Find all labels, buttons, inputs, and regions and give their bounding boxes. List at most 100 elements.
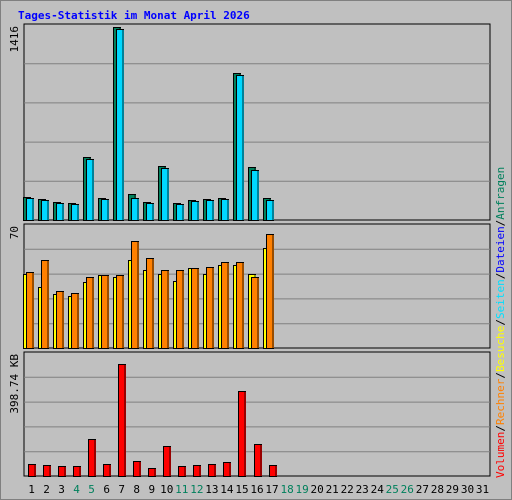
bar-shadow (182, 271, 184, 348)
bar-shadow (167, 169, 169, 220)
panel-volume: 398.74 KB (8, 351, 491, 477)
bar-dateien-day-1 (26, 198, 34, 221)
bar-shadow (257, 171, 259, 220)
legend-separator: / (494, 425, 507, 432)
legend-separator: / (494, 273, 507, 280)
bar-rechner-day-8 (131, 241, 139, 349)
y-max-label: 70 (8, 226, 21, 239)
x-tick-label-day-4: 4 (73, 483, 80, 496)
bar-shadow (107, 200, 109, 220)
bar-shadow (212, 201, 214, 220)
bar-volumen-day-7 (118, 364, 126, 477)
bar-shadow (139, 462, 141, 476)
bar-dateien-day-16 (251, 170, 259, 221)
bar-volumen-day-14 (223, 462, 231, 477)
bar-shadow (272, 201, 274, 220)
bar-volumen-day-16 (254, 444, 262, 477)
bar-volumen-day-5 (88, 439, 96, 477)
legend-separator: / (494, 372, 507, 379)
x-tick-label-day-22: 22 (341, 483, 354, 496)
bar-dateien-day-6 (101, 199, 109, 221)
y-max-label: 1416 (8, 26, 21, 53)
bar-shadow (64, 467, 66, 476)
x-tick-label-day-19: 19 (295, 483, 308, 496)
bar-shadow (229, 463, 231, 476)
bar-shadow (137, 242, 139, 348)
bar-volumen-day-17 (269, 465, 277, 477)
bar-shadow (122, 30, 124, 220)
bar-rechner-day-5 (86, 277, 94, 349)
bar-shadow (272, 235, 274, 348)
chart-legend: Volumen/Rechner/Besuche/Seiten/Dateien/A… (494, 167, 507, 478)
x-tick-label-day-12: 12 (190, 483, 203, 496)
bar-volumen-day-4 (73, 466, 81, 477)
bar-shadow (257, 278, 259, 348)
bar-shadow (242, 76, 244, 220)
x-tick-label-day-15: 15 (235, 483, 248, 496)
bar-dateien-day-12 (191, 201, 199, 221)
bar-dateien-day-15 (236, 75, 244, 221)
bar-shadow (32, 199, 34, 220)
bar-rechner-day-13 (206, 267, 214, 349)
bar-shadow (227, 263, 229, 348)
x-tick-label-day-17: 17 (265, 483, 278, 496)
bar-shadow (107, 276, 109, 348)
bar-rechner-day-1 (26, 272, 34, 349)
panel-visits: 70 (8, 223, 491, 349)
bar-rechner-day-3 (56, 291, 64, 349)
bar-dateien-day-7 (116, 29, 124, 221)
bar-volumen-day-10 (163, 446, 171, 477)
bar-volumen-day-8 (133, 461, 141, 477)
x-tick-label-day-3: 3 (58, 483, 65, 496)
x-tick-label-day-5: 5 (88, 483, 95, 496)
bar-volumen-day-11 (178, 466, 186, 477)
bar-shadow (62, 204, 64, 220)
bar-shadow (62, 292, 64, 348)
bar-rechner-day-6 (101, 275, 109, 349)
bar-volumen-day-9 (148, 468, 156, 477)
bar-shadow (182, 205, 184, 220)
bar-shadow (152, 259, 154, 348)
x-tick-label-day-13: 13 (205, 483, 218, 496)
legend-item-seiten: Seiten (494, 279, 507, 319)
x-tick-label-day-24: 24 (371, 483, 385, 496)
bar-rechner-day-10 (161, 270, 169, 349)
bar-shadow (47, 261, 49, 348)
bar-shadow (77, 205, 79, 220)
bar-shadow (260, 445, 262, 476)
bar-shadow (94, 440, 96, 476)
bar-shadow (154, 469, 156, 476)
bar-shadow (212, 268, 214, 348)
bar-rechner-day-4 (71, 293, 79, 349)
bar-volumen-day-15 (238, 391, 246, 477)
x-tick-label-day-16: 16 (250, 483, 263, 496)
bar-rechner-day-7 (116, 275, 124, 349)
legend-separator: / (494, 319, 507, 326)
bar-shadow (167, 271, 169, 348)
x-tick-label-day-1: 1 (28, 483, 35, 496)
bar-volumen-day-13 (208, 464, 216, 477)
bar-shadow (197, 269, 199, 348)
bar-volumen-day-12 (193, 465, 201, 477)
x-tick-label-day-11: 11 (175, 483, 188, 496)
legend-item-rechner: Rechner (494, 378, 507, 425)
bar-dateien-day-3 (56, 203, 64, 221)
x-tick-label-day-28: 28 (431, 483, 444, 496)
bar-shadow (47, 201, 49, 220)
bar-dateien-day-17 (266, 200, 274, 221)
x-tick-label-day-29: 29 (446, 483, 459, 496)
bar-shadow (242, 263, 244, 348)
bar-rechner-day-14 (221, 262, 229, 349)
x-tick-label-day-9: 9 (148, 483, 155, 496)
bar-shadow (244, 392, 246, 476)
bar-dateien-day-4 (71, 204, 79, 221)
bar-shadow (92, 160, 94, 220)
bar-shadow (184, 467, 186, 476)
bar-shadow (214, 465, 216, 476)
bar-dateien-day-2 (41, 200, 49, 221)
x-tick-label-day-23: 23 (356, 483, 369, 496)
x-tick-label-day-6: 6 (103, 483, 110, 496)
x-axis-day-labels: 1 2 3 4 5 6 7 8 9 10 11 12 13 14 15 16 17 18 19 20 21 22 23 24 2… (28, 483, 489, 496)
bar-dateien-day-11 (176, 204, 184, 221)
